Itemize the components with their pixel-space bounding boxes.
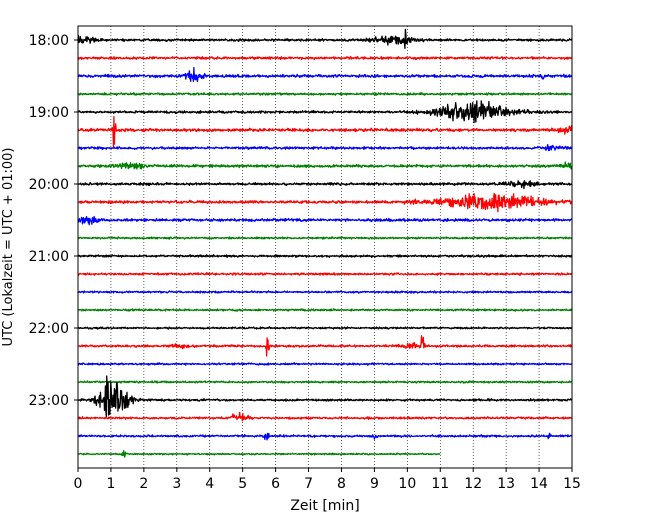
x-tick-label: 11 [431,476,449,492]
seismogram-trace [77,411,573,422]
seismogram-traces [77,28,573,458]
x-tick-label: 4 [205,476,214,492]
grid-lines [110,26,540,468]
seismogram-trace [77,100,573,124]
seismogram-trace [77,66,573,83]
seismogram-trace [77,215,573,226]
seismogram-trace [77,92,573,96]
y-axis: 18:00 19:00 20:00 21:00 22:00 23:00 [29,33,78,409]
seismogram-trace [77,308,573,312]
x-tick-label: 1 [106,476,115,492]
x-tick-label: 12 [464,476,482,492]
y-tick-label: 19:00 [29,105,69,121]
y-tick-label: 18:00 [29,33,69,49]
x-axis: 0 1 2 3 4 5 6 7 8 9 10 11 12 13 14 15 [74,468,581,492]
seismogram-trace [77,335,573,357]
x-tick-label: 9 [370,476,379,492]
seismogram-trace [77,290,573,294]
x-tick-label: 7 [304,476,313,492]
x-tick-label: 3 [172,476,181,492]
seismogram-trace [77,254,573,259]
seismogram-trace [77,432,573,441]
y-axis-label: UTC (Lokalzeit = UTC + 01:00) [1,148,16,347]
seismogram-trace [77,55,573,61]
seismogram-trace [77,375,573,418]
seismogram-trace [77,380,573,384]
y-tick-label: 23:00 [29,393,69,409]
x-tick-label: 13 [497,476,515,492]
seismogram-trace [77,326,573,330]
seismogram-trace [77,192,573,213]
x-tick-label: 5 [238,476,247,492]
seismogram-trace [77,362,573,366]
x-tick-label: 6 [271,476,280,492]
seismogram-trace [77,144,573,152]
seismogram-trace [77,450,441,458]
x-tick-label: 15 [563,476,581,492]
y-tick-label: 21:00 [29,249,69,265]
x-tick-label: 0 [74,476,83,492]
seismogram-trace [77,161,573,170]
x-axis-label: Zeit [min] [290,498,359,514]
seismogram-trace [77,236,573,240]
x-tick-label: 14 [530,476,548,492]
y-tick-label: 22:00 [29,321,69,337]
seismogram-trace [77,115,573,148]
x-tick-label: 2 [139,476,148,492]
plot-frame [77,25,573,469]
seismogram-trace [77,28,573,50]
y-tick-label: 20:00 [29,177,69,193]
seismogram-trace [77,180,573,190]
x-tick-label: 10 [398,476,416,492]
seismogram-trace [77,272,573,276]
x-tick-label: 8 [337,476,346,492]
